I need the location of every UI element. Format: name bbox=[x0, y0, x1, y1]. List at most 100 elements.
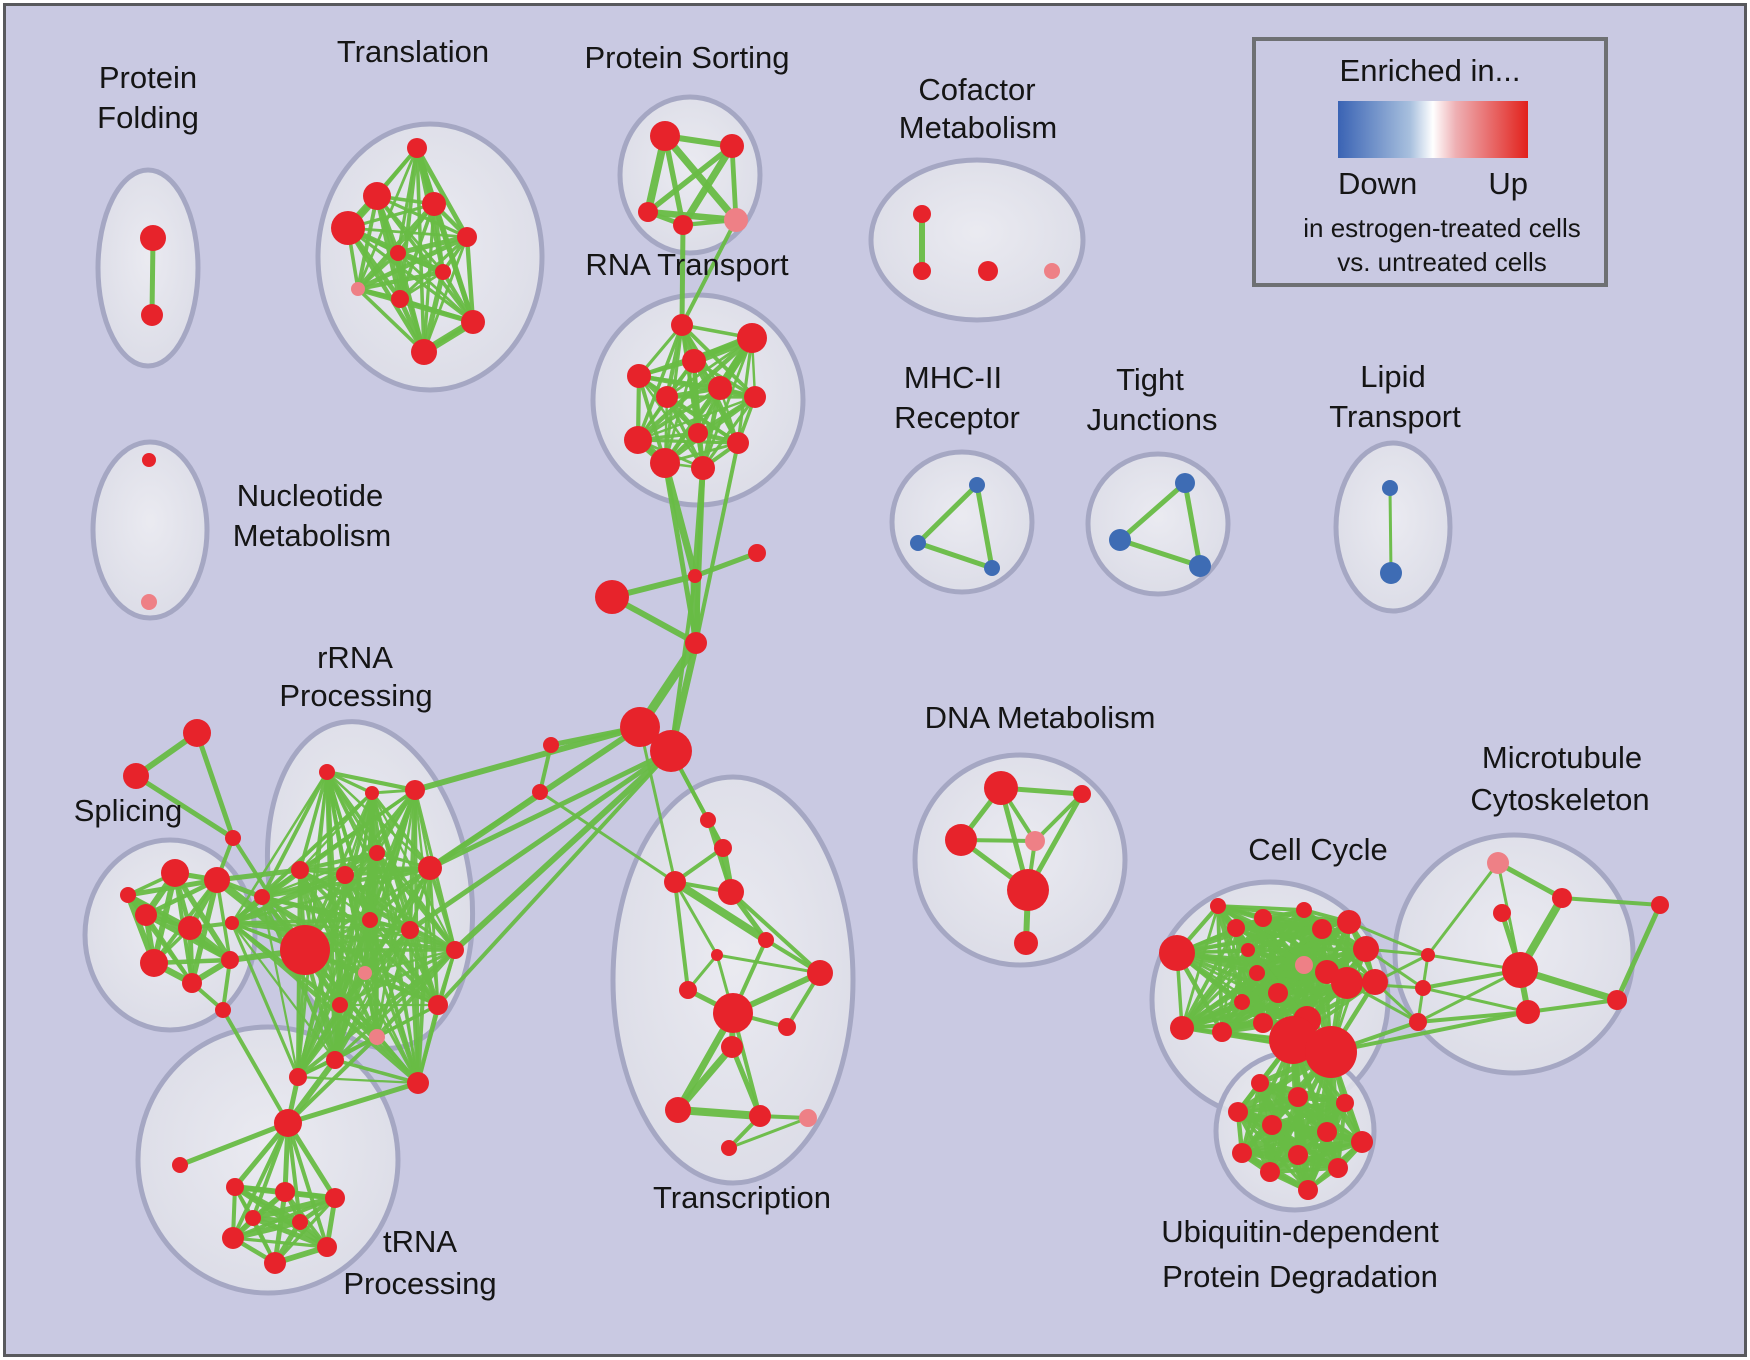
gene-set-node-h0 bbox=[620, 707, 660, 747]
gene-set-node-rr1 bbox=[365, 786, 379, 800]
gene-set-node-ch3 bbox=[685, 632, 707, 654]
gene-set-node-mh0 bbox=[969, 477, 985, 493]
edge-rr14-rr19 bbox=[230, 921, 412, 932]
gene-set-node-tl0 bbox=[407, 138, 427, 158]
edge-h0-rr2 bbox=[412, 724, 643, 793]
cluster-label: rRNA bbox=[317, 640, 393, 675]
gene-set-node-chL1 bbox=[532, 784, 548, 800]
gene-set-node-sp5 bbox=[182, 973, 202, 993]
edge-sp8-trh bbox=[221, 1008, 290, 1125]
gene-set-node-tl1 bbox=[363, 182, 391, 210]
legend-up-label: Up bbox=[1488, 166, 1528, 201]
edge-rr17-rr19 bbox=[230, 921, 300, 1079]
gene-set-node-tr5 bbox=[264, 1252, 286, 1274]
cluster-label: Splicing bbox=[74, 793, 183, 828]
gene-set-node-tx4 bbox=[758, 932, 774, 948]
cluster-label: Processing bbox=[343, 1266, 496, 1301]
edge-tj0-tj1 bbox=[1117, 480, 1188, 543]
gene-set-node-tl9 bbox=[461, 310, 485, 334]
gene-set-node-rr12 bbox=[428, 995, 448, 1015]
edge-cc4-cc18 bbox=[1216, 904, 1351, 924]
gene-set-node-rt3 bbox=[627, 364, 651, 388]
gene-set-node-rr10 bbox=[369, 1029, 385, 1045]
edge-m0-m1 bbox=[1495, 860, 1565, 901]
gene-set-node-ub11 bbox=[1298, 1180, 1318, 1200]
gene-set-node-tx5 bbox=[711, 949, 723, 961]
edge-cc5-cc18 bbox=[1215, 903, 1369, 952]
gene-set-node-ch1 bbox=[688, 569, 702, 583]
edge-tl8-tl9 bbox=[398, 297, 475, 324]
edge-h1-rr14 bbox=[407, 748, 674, 933]
edge-tx10-tx11 bbox=[674, 1043, 736, 1114]
edge-tl5-tl9 bbox=[396, 251, 475, 324]
legend-subtitle-1: in estrogen-treated cells bbox=[1303, 213, 1580, 243]
edge-ub11-g0 bbox=[1289, 1036, 1312, 1194]
edge-tl5-tl6 bbox=[395, 250, 446, 275]
gene-set-node-tx14 bbox=[721, 1140, 737, 1156]
edge-rr12-rr14 bbox=[408, 928, 440, 1007]
gene-set-node-trl bbox=[172, 1157, 188, 1173]
gene-set-node-rt7 bbox=[688, 423, 708, 443]
gene-set-node-ub9 bbox=[1260, 1162, 1280, 1182]
gene-set-node-cc1 bbox=[1254, 909, 1272, 927]
gene-set-node-rr17 bbox=[289, 1068, 307, 1086]
gene-set-node-tl6 bbox=[435, 264, 451, 280]
edge-tx10-tx12 bbox=[729, 1044, 763, 1119]
gene-set-node-rt8 bbox=[624, 426, 652, 454]
gene-set-node-sp0 bbox=[161, 859, 189, 887]
gene-set-node-rt0 bbox=[671, 314, 693, 336]
edge-cc12-cc18 bbox=[1215, 903, 1245, 1005]
edge-tr4-tr7 bbox=[250, 1215, 330, 1250]
gene-set-node-tr1 bbox=[275, 1182, 295, 1202]
gene-set-node-d3 bbox=[1025, 831, 1045, 851]
cluster-ellipse-trna-processing bbox=[135, 1024, 401, 1296]
edge-trh-tr2 bbox=[285, 1120, 338, 1201]
edge-rr12-rr15 bbox=[368, 918, 440, 1007]
edge-rr15-rr18 bbox=[260, 895, 372, 922]
edge-ps0-ps3 bbox=[662, 133, 686, 228]
gene-set-node-pf1 bbox=[141, 304, 163, 326]
gene-set-node-rt1 bbox=[737, 323, 767, 353]
gene-set-node-sp4 bbox=[140, 949, 168, 977]
cluster-label: Protein Degradation bbox=[1162, 1259, 1438, 1294]
edge-trh-trl bbox=[177, 1120, 291, 1168]
edge-rt1-rt11 bbox=[701, 336, 754, 470]
gene-set-node-rt6 bbox=[744, 386, 766, 408]
edge-trh-rr11 bbox=[285, 1080, 421, 1126]
cluster-label: Transcription bbox=[653, 1180, 831, 1215]
gene-set-node-rt9 bbox=[727, 432, 749, 454]
gene-set-node-sp7 bbox=[120, 887, 136, 903]
gene-set-node-ub3 bbox=[1228, 1102, 1248, 1122]
gene-set-node-tj1 bbox=[1109, 529, 1131, 551]
edge-rr11-rr14 bbox=[408, 928, 420, 1085]
edge-tl4-tl9 bbox=[464, 234, 476, 325]
edge-cc16-cc18 bbox=[1216, 904, 1224, 1034]
edge-ps4-rt0 bbox=[680, 218, 738, 327]
gene-set-node-rr2 bbox=[405, 780, 425, 800]
edge-rr0-rr2 bbox=[324, 769, 418, 793]
gene-set-node-ps2 bbox=[638, 202, 658, 222]
gene-set-node-ub7 bbox=[1232, 1143, 1252, 1163]
cluster-label: Junctions bbox=[1087, 402, 1218, 437]
cluster-ellipse-protein-folding bbox=[95, 167, 201, 369]
gene-set-node-rt4 bbox=[656, 386, 678, 408]
edge-rt0-rt8 bbox=[636, 323, 684, 442]
edge-rr15-rr17 bbox=[296, 918, 372, 1079]
gene-set-node-d4 bbox=[1007, 869, 1049, 911]
gene-set-node-tl7 bbox=[351, 282, 365, 296]
edge-tl5-tl7 bbox=[356, 251, 400, 291]
edge-h1-rr13 bbox=[452, 748, 674, 953]
gene-set-node-cc16 bbox=[1212, 1022, 1232, 1042]
gene-set-node-rr18 bbox=[254, 889, 270, 905]
edge-tl3-tl10 bbox=[345, 225, 427, 355]
gene-set-node-m4 bbox=[1607, 990, 1627, 1010]
edge-m4-m5 bbox=[1526, 998, 1619, 1014]
edge-rt3-rt11 bbox=[637, 374, 705, 470]
edge-sp1-rr6 bbox=[214, 867, 303, 883]
gene-set-node-tx9 bbox=[778, 1018, 796, 1036]
edge-tl0-tl4 bbox=[414, 145, 470, 240]
edge-tr3-tr4 bbox=[231, 1236, 329, 1249]
cluster-label: Processing bbox=[279, 678, 432, 713]
cluster-ellipse-mhc-ii-receptor bbox=[889, 449, 1035, 595]
gene-set-node-sp2 bbox=[135, 904, 157, 926]
